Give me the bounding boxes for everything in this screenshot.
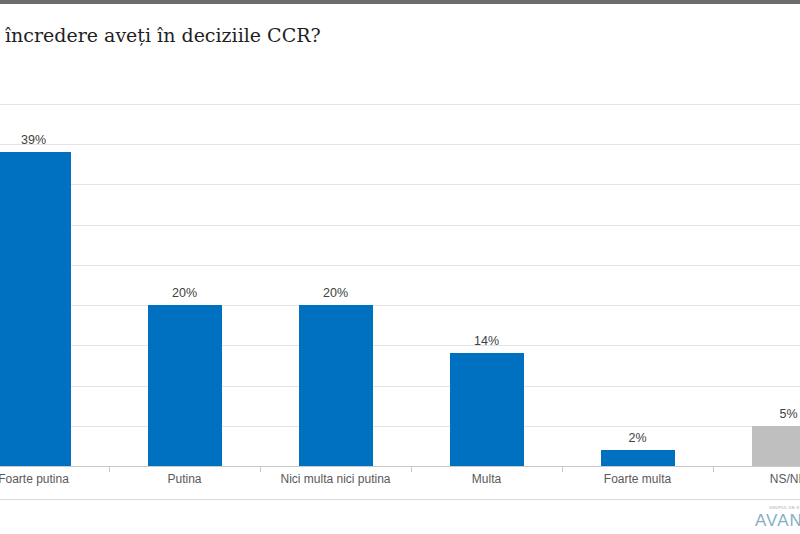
bar-slot: 20%	[109, 0, 260, 466]
bar-slot: 20%	[260, 0, 411, 466]
bar-value-label: 14%	[411, 334, 562, 348]
bar-slot: 14%	[411, 0, 562, 466]
bar	[450, 353, 524, 466]
x-axis-line	[0, 466, 800, 467]
bar-value-label: 39%	[0, 133, 109, 147]
bar-slot: 5%	[713, 0, 800, 466]
chart-canvas: încredere aveți în deciziile CCR? 39%Foa…	[0, 0, 800, 534]
bar	[148, 305, 222, 466]
plot-area: 39% Foarte putina 20% Putina 20% Nici multa n…	[0, 0, 800, 534]
bar	[752, 426, 800, 466]
bar	[0, 152, 71, 466]
category-label: Foarte multa	[562, 472, 713, 487]
logo-brand-text: AVANGARDE	[755, 511, 800, 531]
bar-value-label: 20%	[260, 286, 411, 300]
bar-value-label: 5%	[713, 407, 800, 421]
category-label: Nici multa nici putina	[260, 472, 411, 487]
category-label: Putina	[109, 472, 260, 487]
avangarde-logo: GRUPUL DE STUDII SOCIO-COMPORTAMENTALE A…	[755, 505, 800, 531]
category-label: Multa	[411, 472, 562, 487]
bar	[299, 305, 373, 466]
bar	[601, 450, 675, 466]
category-label: Foarte putina	[0, 472, 109, 487]
bar-slot: 2%	[562, 0, 713, 466]
bar-value-label: 2%	[562, 431, 713, 445]
bar-value-label: 20%	[109, 286, 260, 300]
category-label: NS/NR	[713, 472, 800, 487]
bar-slot: 39%	[0, 0, 109, 466]
bottom-separator	[0, 499, 800, 500]
